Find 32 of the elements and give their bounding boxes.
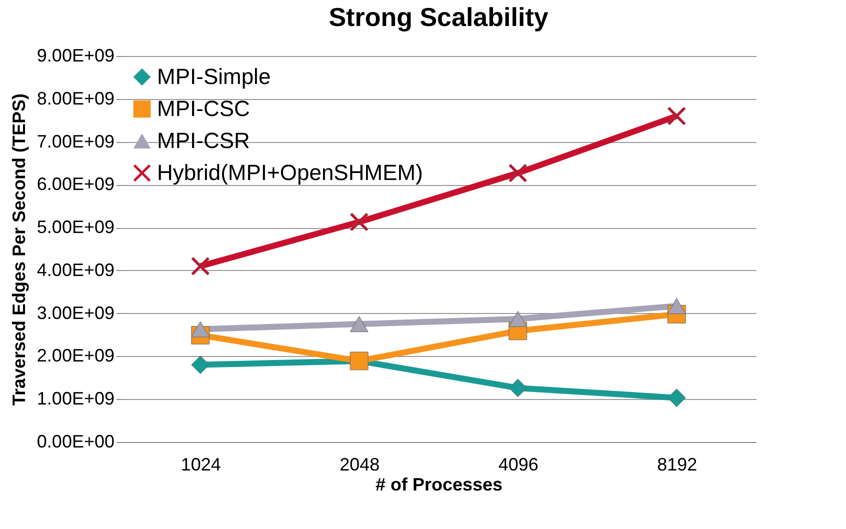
y-tick-label: 0.00E+00	[36, 432, 114, 452]
point	[191, 321, 210, 338]
y-tick-label: 9.00E+09	[36, 46, 114, 66]
legend-label: MPI-CSR	[157, 128, 250, 153]
point	[350, 316, 368, 332]
point	[191, 356, 210, 374]
point	[191, 256, 210, 276]
legend-label: MPI-Simple	[157, 64, 271, 89]
y-tick-label: 1.00E+09	[36, 388, 114, 409]
y-tick-label: 6.00E+09	[36, 174, 114, 194]
point	[667, 388, 686, 408]
point	[508, 164, 528, 182]
x-tick-label: 4096	[498, 454, 538, 474]
point	[350, 212, 368, 232]
x-tick-label: 1024	[180, 454, 221, 474]
y-tick-label: 2.00E+09	[36, 346, 114, 366]
point	[508, 310, 528, 327]
y-tick-label: 5.00E+09	[36, 217, 114, 238]
legend-label: Hybrid(MPI+OpenSHMEM)	[157, 160, 423, 185]
x-tick-label: 2048	[340, 454, 380, 474]
y-tick-label: 7.00E+09	[36, 131, 114, 152]
x-tick-label: 8192	[657, 454, 698, 474]
y-tick-label: 8.00E+09	[36, 88, 114, 108]
y-tick-label: 4.00E+09	[36, 260, 114, 280]
y-axis-title: Traversed Edges Per Second (TEPS)	[8, 93, 29, 406]
y-tick-label: 3.00E+09	[36, 302, 114, 323]
chart-title: Strong Scalability	[328, 2, 549, 32]
point	[667, 106, 686, 126]
point	[667, 298, 686, 314]
point	[508, 378, 528, 398]
x-axis-title: # of Processes	[375, 474, 503, 494]
legend-label: MPI-CSC	[157, 96, 250, 121]
